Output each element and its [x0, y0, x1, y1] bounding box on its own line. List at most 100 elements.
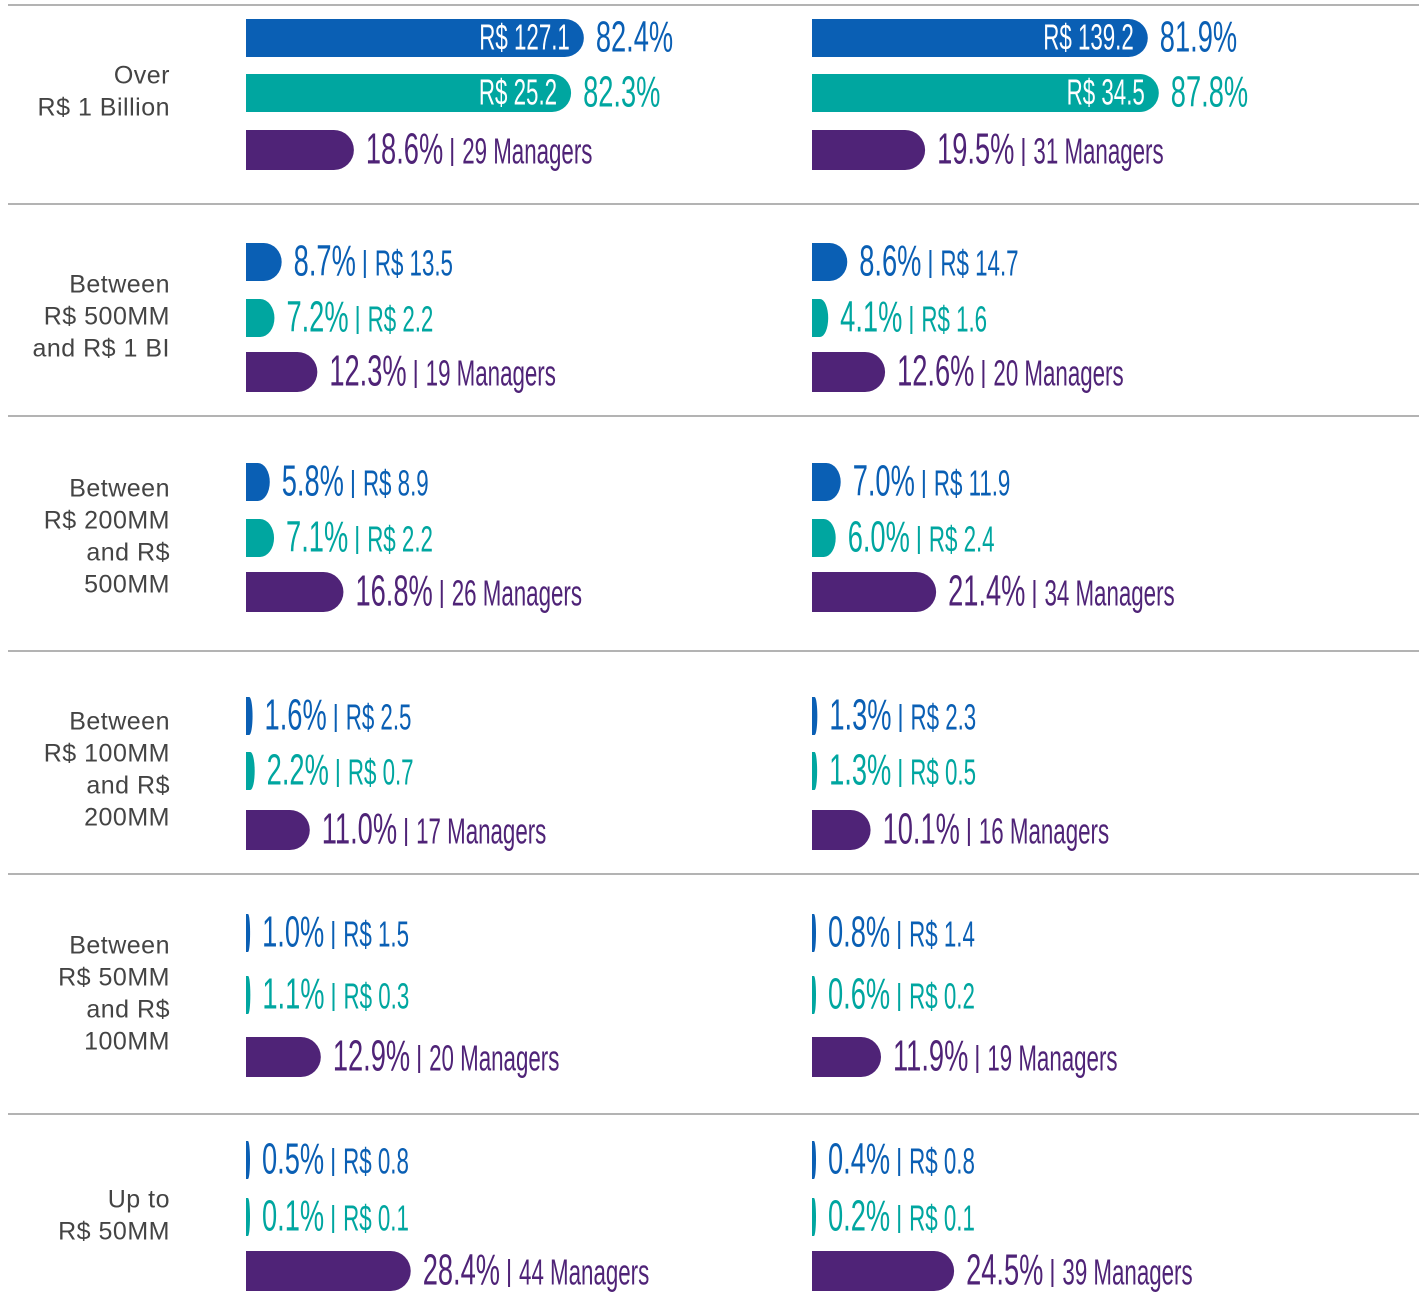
value-label: 5.8% [282, 456, 344, 505]
label-group: R$ 8.9 [363, 464, 429, 504]
value-label: 29 Managers [462, 132, 592, 172]
value-label: 1.3% [829, 690, 891, 739]
label-group: 18.6% [366, 124, 443, 173]
bar [246, 1251, 411, 1291]
bar [812, 914, 816, 952]
row-label: R$ 50MM [58, 964, 170, 992]
label-group: 11.0% [322, 804, 397, 853]
label-group: 19 Managers [426, 354, 556, 394]
label-group: 6.0% [848, 512, 910, 561]
label-group: 82.3% [583, 67, 660, 116]
label-group: R$ 1.6 [921, 300, 987, 340]
row-label: R$ 200MM [44, 507, 170, 535]
bar [812, 976, 816, 1014]
label-group: R$ 0.5 [910, 753, 976, 793]
row-label: Between [69, 475, 170, 503]
bar [246, 299, 275, 337]
value-label: R$ 139.2 [1043, 18, 1134, 58]
label-group: 8.7% [294, 236, 356, 285]
label-group: 7.1% [286, 512, 348, 561]
row-label: 200MM [84, 804, 170, 832]
label-group: 20 Managers [429, 1039, 559, 1079]
value-label: 7.0% [853, 456, 915, 505]
label-group: 16.8% [355, 566, 432, 615]
label-group: 17 Managers [416, 812, 546, 852]
label-group: 28.4% [423, 1245, 500, 1294]
label-group: 24.5% [966, 1245, 1043, 1294]
row-label: 100MM [84, 1028, 170, 1056]
row-label: R$ 1 Billion [38, 94, 170, 122]
label-group: R$ 34.5 [1067, 73, 1145, 113]
value-label: R$ 0.7 [348, 753, 414, 793]
row-separators [8, 4, 1419, 1115]
value-label: 24.5% [966, 1245, 1043, 1294]
bar [246, 1037, 321, 1077]
label-group: 0.8% [828, 907, 890, 956]
row-label: Between [69, 708, 170, 736]
value-label: 1.1% [262, 969, 324, 1018]
label-group: 87.8% [1171, 67, 1248, 116]
label-group: 10.1% [883, 804, 960, 853]
bar [812, 352, 886, 392]
value-label: 81.9% [1160, 12, 1237, 61]
row-label: 500MM [84, 571, 170, 599]
bar [812, 1251, 955, 1291]
value-label: 20 Managers [429, 1039, 559, 1079]
label-group: 26 Managers [452, 574, 582, 614]
bar [812, 1198, 816, 1236]
value-label: 31 Managers [1033, 132, 1163, 172]
bar [246, 463, 270, 501]
value-label: R$ 14.7 [940, 244, 1018, 284]
label-group: R$ 139.2 [1043, 18, 1134, 58]
value-label: 7.2% [286, 292, 348, 341]
value-label: 19.5% [937, 124, 1014, 173]
label-group: R$ 0.8 [909, 1142, 975, 1182]
bar [246, 352, 318, 392]
label-group: 34 Managers [1044, 574, 1174, 614]
label-group: R$ 1.5 [343, 915, 409, 955]
label-group: 2.2% [267, 745, 329, 794]
label-group: R$ 13.5 [375, 244, 453, 284]
bar [246, 697, 253, 735]
row-label: and R$ [86, 996, 170, 1024]
value-label: R$ 25.2 [479, 73, 557, 113]
bar [246, 519, 275, 557]
value-label: 0.6% [828, 969, 890, 1018]
value-label: 39 Managers [1062, 1253, 1192, 1293]
value-label: 19 Managers [987, 1039, 1117, 1079]
value-label: 0.2% [828, 1191, 890, 1240]
row-label: and R$ [86, 539, 170, 567]
bar [812, 74, 1159, 112]
label-group: 0.4% [828, 1134, 890, 1183]
label-group: 0.5% [262, 1134, 324, 1183]
row-label: Between [69, 271, 170, 299]
label-group: R$ 0.1 [909, 1199, 975, 1239]
bar [246, 752, 255, 790]
value-label: R$ 34.5 [1067, 73, 1145, 113]
bar [246, 130, 354, 170]
value-label: R$ 1.5 [343, 915, 409, 955]
value-label: R$ 2.4 [929, 520, 995, 560]
value-label: 4.1% [840, 292, 902, 341]
label-group: 5.8% [282, 456, 344, 505]
bar [246, 1198, 250, 1236]
value-label: 26 Managers [452, 574, 582, 614]
bar [812, 463, 841, 501]
value-label: 1.0% [262, 907, 324, 956]
bar [246, 810, 310, 850]
label-group: 19.5% [937, 124, 1014, 173]
value-label: 82.3% [583, 67, 660, 116]
bar [812, 130, 926, 170]
value-label: 8.6% [859, 236, 921, 285]
bar [812, 810, 871, 850]
label-group: R$ 25.2 [479, 73, 557, 113]
value-label: 12.3% [329, 346, 406, 395]
value-label: 21.4% [948, 566, 1025, 615]
label-group: 20 Managers [993, 354, 1123, 394]
bar [812, 697, 818, 735]
bar [246, 572, 344, 612]
label-group: R$ 11.9 [934, 464, 1010, 504]
value-label: R$ 0.5 [910, 753, 976, 793]
label-group: R$ 2.2 [368, 300, 434, 340]
